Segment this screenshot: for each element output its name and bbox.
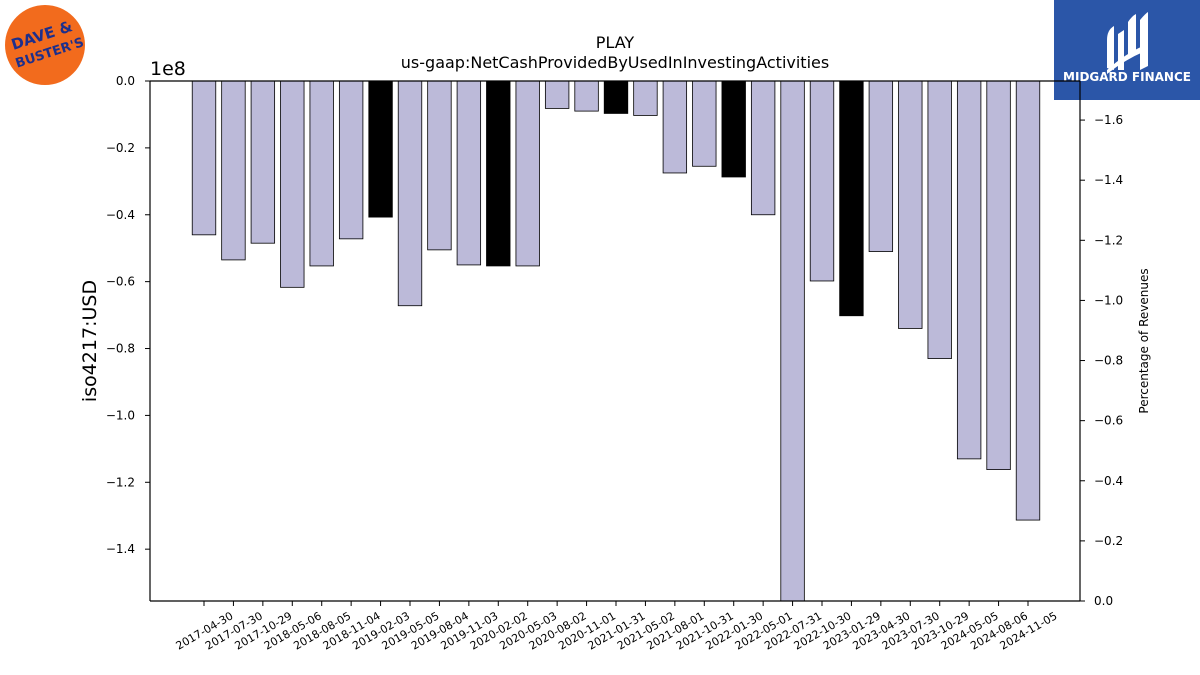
y2-tick-label: −1.4	[1094, 173, 1123, 187]
bar-2021-10-31	[692, 80, 717, 167]
bar-2022-07-31	[780, 80, 805, 602]
bar-2020-11-01	[574, 80, 599, 112]
dave-and-busters-logo: DAVE & BUSTER'S	[5, 5, 86, 85]
bar-2022-01-30	[721, 80, 746, 178]
y2-tick-label: 0.0	[1094, 594, 1113, 608]
left-logo-circle	[5, 5, 85, 85]
right-logo-background	[1054, 0, 1200, 100]
midgard-finance-logo: MIDGARD FINANCE	[1054, 0, 1200, 100]
y2-tick-label: −1.6	[1094, 113, 1123, 127]
y2-tick-label: −0.8	[1094, 354, 1123, 368]
bar-2018-05-06	[280, 80, 305, 288]
y-tick-label: −0.4	[106, 208, 135, 222]
bar-2024-11-05	[1015, 80, 1041, 521]
bar-2019-05-05	[397, 80, 423, 307]
y2-tick-label: −0.6	[1094, 414, 1123, 428]
bar-2022-10-30	[809, 80, 835, 282]
bar-2018-11-04	[338, 80, 364, 240]
bar-2022-05-01	[750, 80, 776, 216]
bar-2017-10-29	[250, 80, 276, 244]
bar-2024-05-05	[956, 80, 982, 460]
bar-2019-02-03	[368, 80, 393, 218]
y2-axis-label: Percentage of Revenues	[1137, 268, 1151, 413]
y2-tick-label: −0.4	[1094, 474, 1123, 488]
bar-2019-08-04	[427, 80, 452, 251]
bar-2020-08-02	[544, 80, 570, 109]
y2-tick-label: −1.2	[1094, 233, 1123, 247]
y2-ticks-group: 0.0 −0.2 −0.4 −0.6 −0.8 −1.0 −1.2 −1.4 −1.6	[1080, 113, 1123, 608]
bar-2019-11-03	[456, 80, 482, 266]
bar-2017-07-30	[221, 80, 246, 261]
midgard-logo-mark-icon	[1107, 12, 1148, 74]
bar-2021-08-01	[662, 80, 688, 174]
bar-2023-10-29	[927, 80, 952, 359]
chart-subtitle: us-gaap:NetCashProvidedByUsedInInvesting…	[401, 53, 829, 72]
y-tick-label: 0.0	[116, 74, 135, 88]
y-tick-label: −1.4	[106, 542, 135, 556]
y-exponent-label: 1e8	[150, 58, 186, 80]
y-ticks-group: 0.0 −0.2 −0.4 −0.6 −0.8 −1.0 −1.2 −1.4	[106, 74, 150, 556]
y2-tick-label: −1.0	[1094, 293, 1123, 307]
y-tick-label: −0.8	[106, 342, 135, 356]
chart-title: PLAY	[596, 33, 635, 52]
bar-2021-01-31	[603, 80, 629, 114]
y-tick-label: −1.0	[106, 408, 135, 422]
bar-2023-04-30	[868, 80, 894, 252]
bar-2017-04-30	[191, 80, 217, 236]
axes-group	[149, 80, 1081, 602]
bar-2020-02-02	[486, 80, 511, 267]
y-axis-label: iso4217:USD	[79, 280, 101, 402]
y-tick-label: −1.2	[106, 475, 135, 489]
x-ticks-group: 2017-04-302017-07-302017-10-292018-05-06…	[174, 601, 1060, 653]
y2-tick-label: −0.2	[1094, 534, 1123, 548]
bar-2024-08-06	[986, 80, 1011, 470]
right-logo-text: MIDGARD FINANCE	[1063, 70, 1191, 84]
bar-2021-05-02	[633, 80, 658, 116]
bar-2018-08-05	[309, 80, 334, 267]
y-tick-label: −0.2	[106, 141, 135, 155]
bar-2023-07-30	[898, 80, 923, 329]
bar-2023-01-29	[839, 80, 864, 317]
y-tick-label: −0.6	[106, 275, 135, 289]
bar-2020-05-03	[515, 80, 540, 267]
bars-group	[191, 80, 1041, 602]
